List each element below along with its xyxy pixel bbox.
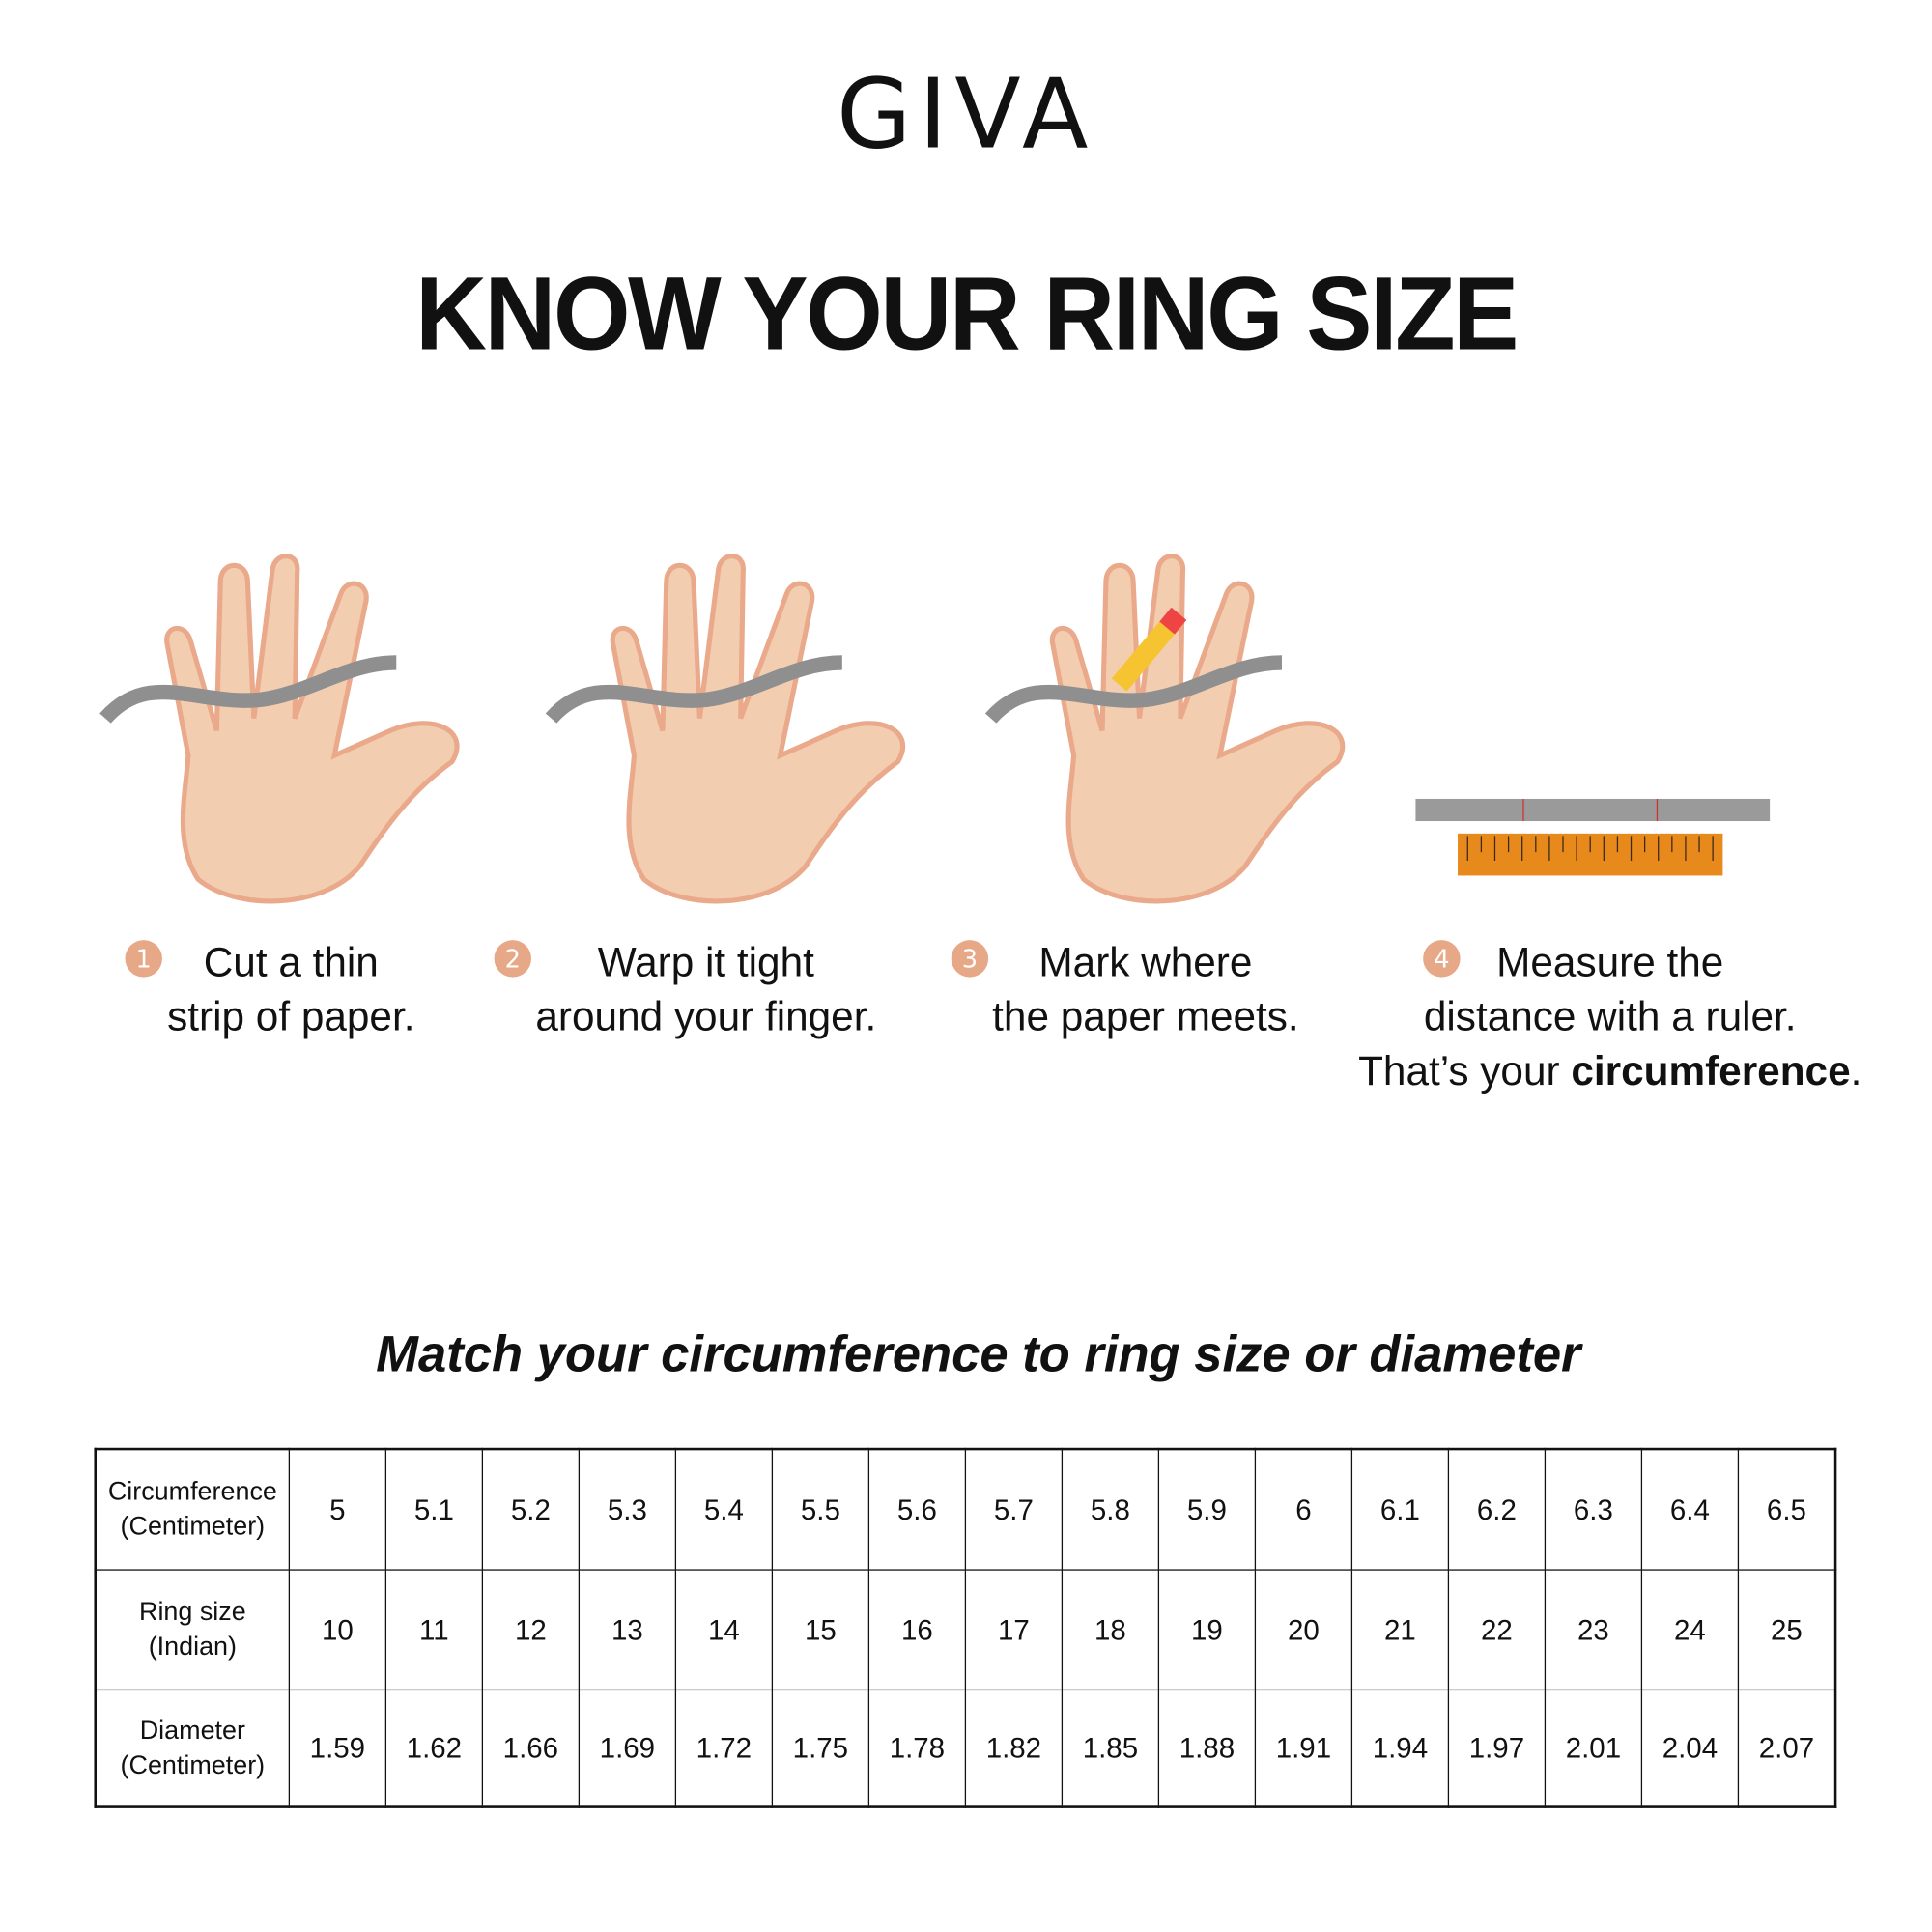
- table-cell: 6.2: [1447, 1448, 1547, 1571]
- table-cell: 1.59: [288, 1689, 387, 1808]
- table-cell: 16: [867, 1569, 967, 1691]
- step-badge-4: 4: [1423, 940, 1461, 978]
- table-subtitle: Match your circumference to ring size or…: [376, 1324, 1581, 1382]
- table-cell: 1.91: [1254, 1689, 1353, 1808]
- table-row: Ring size (Indian) 10 11 12 13 14 15 16 17 18 19 20 2…: [95, 1569, 1836, 1691]
- table-cell: 1.82: [964, 1689, 1064, 1808]
- row-header-line: (Centimeter): [120, 1512, 266, 1541]
- table-cell: 24: [1640, 1569, 1740, 1691]
- table-cell: 5.4: [674, 1448, 774, 1571]
- table-cell: 17: [964, 1569, 1064, 1691]
- table-cell: 6.4: [1640, 1448, 1740, 1571]
- step-1-line2: strip of paper.: [167, 993, 415, 1039]
- circumference-emphasis: circumference: [1571, 1047, 1851, 1094]
- row-header-line: Ring size: [138, 1597, 246, 1627]
- table-cell: 5.8: [1061, 1448, 1160, 1571]
- hand-illustration-1: [99, 554, 460, 904]
- table-cell: 18: [1061, 1569, 1160, 1691]
- step-badge-1: 1: [125, 940, 162, 978]
- table-cell: 1.66: [481, 1689, 581, 1808]
- row-header-line: (Centimeter): [120, 1750, 266, 1779]
- table-cell: 5.9: [1157, 1448, 1257, 1571]
- row-header-line: Circumference: [107, 1477, 277, 1507]
- table-cell: 6.3: [1544, 1448, 1643, 1571]
- step-2-line2: around your finger.: [535, 993, 877, 1039]
- table-cell: 5.7: [964, 1448, 1064, 1571]
- table-cell: 1.85: [1061, 1689, 1160, 1808]
- row-header: Ring size (Indian): [95, 1569, 291, 1691]
- table-cell: 1.62: [384, 1689, 484, 1808]
- table-cell: 21: [1350, 1569, 1450, 1691]
- table-cell: 1.72: [674, 1689, 774, 1808]
- ruler-illustration: [1415, 798, 1771, 876]
- table-cell: 19: [1157, 1569, 1257, 1691]
- step-badge-2: 2: [494, 940, 532, 978]
- table-cell: 1.94: [1350, 1689, 1450, 1808]
- table-row: Circumference (Centimeter) 5 5.1 5.2 5.3 5.4 5.…: [95, 1448, 1836, 1571]
- brand-logo: GIVA: [836, 59, 1096, 171]
- table-cell: 2.01: [1544, 1689, 1643, 1808]
- table-cell: 1.78: [867, 1689, 967, 1808]
- table-cell: 6.1: [1350, 1448, 1450, 1571]
- table-cell: 11: [384, 1569, 484, 1691]
- line3-prefix: That’s your: [1358, 1047, 1572, 1094]
- hand-icon: [984, 554, 1346, 904]
- step-3-line2: the paper meets.: [992, 993, 1299, 1039]
- table-cell: 1.69: [578, 1689, 677, 1808]
- hand-illustration-2: [545, 554, 906, 904]
- ring-size-table: Circumference (Centimeter) 5 5.1 5.2 5.3 5.4 5.…: [94, 1447, 1837, 1808]
- row-header: Circumference (Centimeter): [95, 1448, 291, 1571]
- table-cell: 5.6: [867, 1448, 967, 1571]
- table-cell: 2.04: [1640, 1689, 1740, 1808]
- hand-icon: [545, 554, 906, 904]
- row-header-line: (Indian): [148, 1632, 238, 1662]
- row-header: Diameter (Centimeter): [95, 1689, 291, 1808]
- table-cell: 15: [771, 1569, 870, 1691]
- line3-suffix: .: [1850, 1047, 1862, 1094]
- step-3-line1: Mark where: [1038, 938, 1253, 985]
- step-4-line1: Measure the: [1496, 938, 1724, 985]
- table-cell: 6: [1254, 1448, 1353, 1571]
- table-cell: 1.97: [1447, 1689, 1547, 1808]
- table-cell: 23: [1544, 1569, 1643, 1691]
- table-cell: 22: [1447, 1569, 1547, 1691]
- paper-strip: [1415, 798, 1771, 822]
- table-cell: 1.88: [1157, 1689, 1257, 1808]
- table-cell: 2.07: [1737, 1689, 1836, 1808]
- table-cell: 6.5: [1737, 1448, 1836, 1571]
- row-header-line: Diameter: [139, 1716, 245, 1745]
- table-cell: 5.3: [578, 1448, 677, 1571]
- table-cell: 12: [481, 1569, 581, 1691]
- table-cell: 5.2: [481, 1448, 581, 1571]
- table-cell: 20: [1254, 1569, 1353, 1691]
- table-cell: 13: [578, 1569, 677, 1691]
- step-1-text: Cut a thin strip of paper.: [136, 935, 446, 1044]
- step-2-line1: Warp it tight: [597, 938, 814, 985]
- hand-icon: [99, 554, 460, 904]
- pencil-icon: [1111, 607, 1187, 692]
- page-title: KNOW YOUR RING SIZE: [415, 255, 1519, 372]
- table-cell: 5.1: [384, 1448, 484, 1571]
- step-1-line1: Cut a thin: [203, 938, 379, 985]
- step-2-text: Warp it tight around your finger.: [508, 935, 904, 1044]
- step-4-line3: That’s your circumference.: [1344, 1044, 1876, 1098]
- hand-illustration-3: [984, 554, 1346, 904]
- step-badge-3: 3: [951, 940, 989, 978]
- table-cell: 25: [1737, 1569, 1836, 1691]
- step-4-text: Measure the distance with a ruler. That’s …: [1344, 935, 1876, 1098]
- table-cell: 10: [288, 1569, 387, 1691]
- step-4-line2: distance with a ruler.: [1423, 993, 1797, 1039]
- table-cell: 1.75: [771, 1689, 870, 1808]
- table-cell: 5: [288, 1448, 387, 1571]
- table-row: Diameter (Centimeter) 1.59 1.62 1.66 1.69 1.72…: [95, 1689, 1836, 1808]
- table-cell: 14: [674, 1569, 774, 1691]
- table-cell: 5.5: [771, 1448, 870, 1571]
- step-3-text: Mark where the paper meets.: [966, 935, 1325, 1044]
